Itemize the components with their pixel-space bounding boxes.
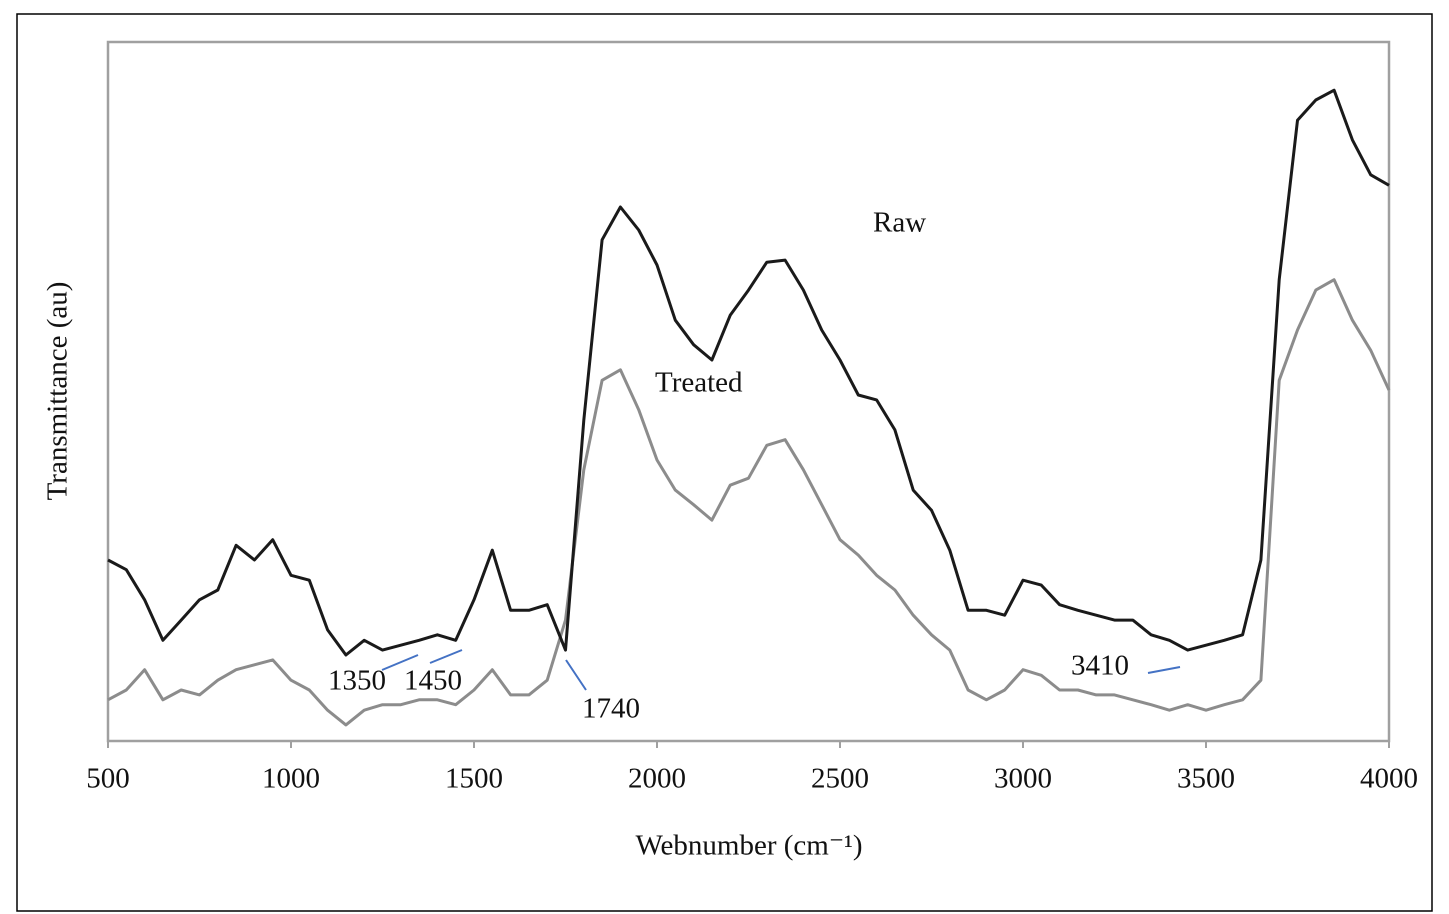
x-tick-label: 2000 — [628, 763, 686, 795]
series-label: Raw — [873, 207, 926, 239]
x-tick-label: 3500 — [1177, 763, 1235, 795]
annotation-leader — [1147, 666, 1181, 674]
x-tick-label: 1500 — [445, 763, 503, 795]
x-tick-label: 2500 — [811, 763, 869, 795]
plot-area — [106, 40, 1391, 743]
annotation: 3410 — [1071, 650, 1129, 682]
annotation: 1350 — [328, 665, 386, 697]
annotation: 1450 — [404, 665, 462, 697]
x-axis-title: Webnumber (cm⁻¹) — [635, 830, 862, 862]
annotation-leader — [381, 654, 419, 671]
annotation: 1740 — [582, 693, 640, 725]
x-tick-label: 3000 — [994, 763, 1052, 795]
series-line — [107, 88, 1390, 657]
x-tick-label: 4000 — [1360, 763, 1418, 795]
annotation-leader — [565, 659, 587, 691]
series-label: Treated — [655, 367, 743, 399]
frame — [16, 13, 1433, 912]
x-tick-label: 500 — [86, 763, 130, 795]
y-axis-title: Transmittance (au) — [42, 282, 74, 501]
series-line — [107, 278, 1391, 727]
annotation-leader — [429, 649, 463, 664]
x-tick-label: 1000 — [262, 763, 320, 795]
